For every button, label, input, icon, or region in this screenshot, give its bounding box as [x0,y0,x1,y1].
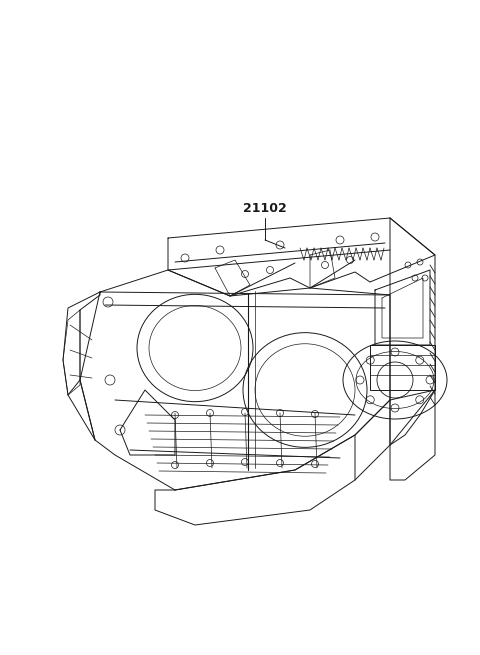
Text: 21102: 21102 [243,202,287,215]
